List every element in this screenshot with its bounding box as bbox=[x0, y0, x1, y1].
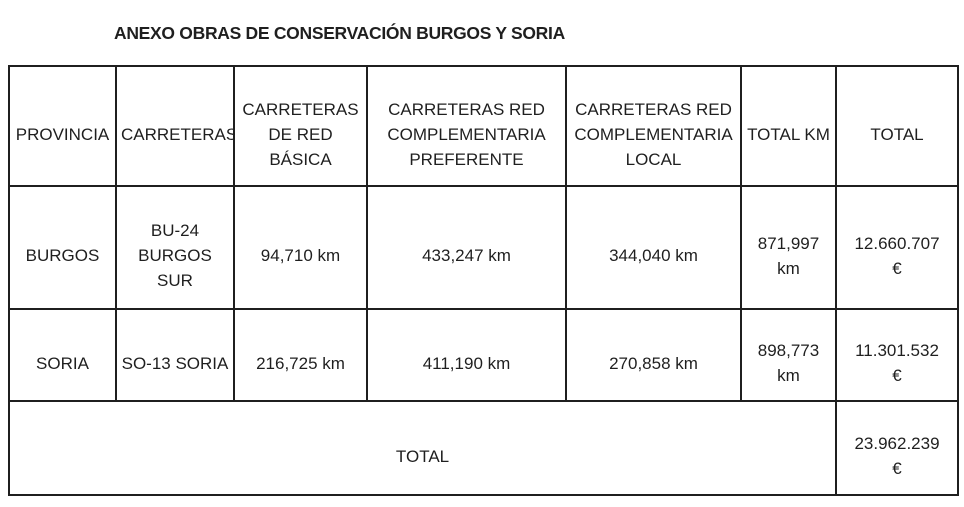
cell-burgos-provincia: BURGOS bbox=[8, 185, 117, 310]
header-row: PROVINCIA CARRETERAS CARRETERAS DE RED B… bbox=[8, 65, 959, 187]
cell-burgos-total-eur: 12.660.707 € bbox=[835, 185, 959, 310]
grand-total-eur: 23.962.239 € bbox=[835, 400, 959, 496]
header-cell-provincia: PROVINCIA bbox=[8, 65, 117, 187]
cell-soria-total-km: 898,773 km bbox=[740, 308, 837, 402]
total-row-label: TOTAL bbox=[8, 400, 837, 496]
cell-soria-red-complementaria-preferente: 411,190 km bbox=[366, 308, 567, 402]
header-cell-total-km: TOTAL KM bbox=[740, 65, 837, 187]
header-cell-carreteras: CARRETERAS bbox=[115, 65, 235, 187]
table-row-burgos: BURGOS BU-24 BURGOS SUR 94,710 km 433,24… bbox=[8, 185, 959, 310]
cell-burgos-carreteras: BU-24 BURGOS SUR bbox=[115, 185, 235, 310]
total-row: TOTAL 23.962.239 € bbox=[8, 400, 959, 496]
cell-burgos-red-complementaria-local: 344,040 km bbox=[565, 185, 742, 310]
anexo-conservation-table: PROVINCIA CARRETERAS CARRETERAS DE RED B… bbox=[8, 65, 959, 496]
header-cell-red-complementaria-local: CARRETERAS RED COMPLEMENTARIA LOCAL bbox=[565, 65, 742, 187]
cell-burgos-red-basica: 94,710 km bbox=[233, 185, 368, 310]
cell-burgos-red-complementaria-preferente: 433,247 km bbox=[366, 185, 567, 310]
table-row-soria: SORIA SO-13 SORIA 216,725 km 411,190 km … bbox=[8, 308, 959, 402]
cell-burgos-total-km: 871,997 km bbox=[740, 185, 837, 310]
cell-soria-red-basica: 216,725 km bbox=[233, 308, 368, 402]
cell-soria-carreteras: SO-13 SORIA bbox=[115, 308, 235, 402]
page-title: ANEXO OBRAS DE CONSERVACIÓN BURGOS Y SOR… bbox=[114, 23, 565, 43]
cell-soria-provincia: SORIA bbox=[8, 308, 117, 402]
cell-soria-red-complementaria-local: 270,858 km bbox=[565, 308, 742, 402]
header-cell-total: TOTAL bbox=[835, 65, 959, 187]
header-cell-red-complementaria-preferente: CARRETERAS RED COMPLEMENTARIA PREFERENTE bbox=[366, 65, 567, 187]
cell-soria-total-eur: 11.301.532 € bbox=[835, 308, 959, 402]
header-cell-red-basica: CARRETERAS DE RED BÁSICA bbox=[233, 65, 368, 187]
